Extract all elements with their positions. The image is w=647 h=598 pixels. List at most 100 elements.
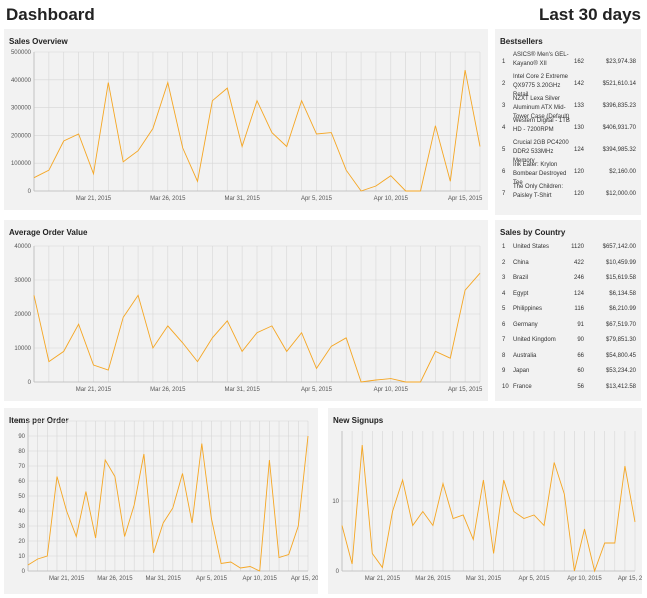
new-signups-panel: New Signups 0 10 Mar 21, 2015 Mar 26, 2015 M… [328, 408, 642, 594]
table-row[interactable]: 2 Intel Core 2 Extreme QX9775 3.20GHz Ret… [495, 73, 641, 98]
y-tick-label: 30 [18, 524, 25, 530]
quantity-cell: 142 [573, 80, 584, 87]
new-signups-chart: 0 10 Mar 21, 2015 Mar 26, 2015 Mar 31, 2015 A… [332, 431, 642, 582]
table-row[interactable]: 6 Germany 91 $67,519.70 [495, 322, 641, 338]
items-per-order-chart: 0 10 20 30 40 50 60 70 80 90 100 Mar 21, 2015 Mar 26… [15, 419, 318, 582]
product-name-cell: ASICS® Men's GEL-Kayano® XII [513, 52, 569, 67]
x-tick-label: Apr 5, 2015 [196, 576, 228, 582]
y-tick-label: 500000 [11, 50, 32, 56]
quantity-cell: 124 [573, 290, 584, 297]
y-tick-label: 100000 [11, 161, 32, 167]
amount-cell: $23,974.38 [605, 58, 636, 65]
table-row[interactable]: 5 Crucial 2GB PC4200 DDR2 533MHz Memory 12… [495, 139, 641, 164]
table-row[interactable]: 3 Brazil 246 $15,619.58 [495, 275, 641, 291]
quantity-cell: 422 [573, 259, 584, 266]
quantity-cell: 133 [573, 102, 584, 109]
items-per-order-panel: Items per Order 0 10 20 30 40 50 60 70 80 90 100 Ma… [4, 408, 318, 594]
amount-cell: $79,851.30 [605, 337, 636, 343]
x-tick-label: Apr 10, 2015 [374, 387, 409, 393]
table-row[interactable]: 4 Western Digital - 1TB HD - 7200RPM 130 $4… [495, 117, 641, 139]
rank-cell: 1 [502, 244, 506, 250]
x-tick-label: Mar 26, 2015 [150, 196, 186, 202]
y-tick-label: 0 [28, 189, 32, 195]
sales-overview-chart: 0 100000 200000 300000 400000 500000 Mar 21, 2… [11, 50, 483, 202]
page-title: Dashboard [6, 5, 95, 24]
x-tick-label: Apr 10, 2015 [243, 576, 278, 582]
y-tick-label: 90 [18, 434, 25, 440]
country-name-cell: Japan [513, 368, 530, 374]
x-tick-label: Mar 26, 2015 [415, 576, 451, 582]
quantity-cell: 120 [573, 190, 584, 197]
table-row[interactable]: 5 Philippines 116 $6,210.99 [495, 306, 641, 322]
table-row[interactable]: 6 Ink Eater: Krylon Bombear Destroyed Tee… [495, 161, 641, 186]
x-tick-label: Apr 5, 2015 [301, 387, 333, 393]
amount-cell: $2,160.00 [609, 168, 636, 175]
x-tick-label: Mar 31, 2015 [224, 196, 260, 202]
quantity-cell: 1120 [571, 244, 584, 250]
rank-cell: 3 [502, 275, 506, 281]
x-tick-label: Apr 10, 2015 [567, 576, 602, 582]
rank-cell: 10 [502, 383, 509, 390]
rank-cell: 4 [502, 124, 506, 131]
amount-cell: $396,835.23 [602, 102, 636, 109]
y-tick-label: 10000 [14, 346, 31, 352]
panel-title: Average Order Value [9, 228, 88, 237]
product-name-cell: NZXT Lexa Silver Aluminum ATX Mid-Tower … [513, 96, 570, 120]
bestsellers-panel: Bestsellers 1 ASICS® Men's GEL-Kayano® XI… [495, 29, 641, 215]
panel-title: Sales by Country [500, 228, 566, 237]
sales-by-country-panel: Sales by Country 1 United States 1120 $657,… [495, 220, 641, 401]
rank-cell: 6 [502, 168, 506, 175]
quantity-cell: 91 [577, 321, 584, 328]
quantity-cell: 162 [573, 58, 584, 65]
x-tick-label: Apr 15, 2015 [448, 387, 483, 393]
country-name-cell: Philippines [513, 306, 543, 312]
rank-cell: 7 [502, 190, 506, 197]
table-row[interactable]: 10 France 56 $13,412.58 [495, 384, 641, 400]
table-row[interactable]: 2 China 422 $10,459.99 [495, 260, 641, 276]
y-tick-label: 20000 [14, 312, 31, 318]
x-tick-label: Mar 21, 2015 [76, 387, 112, 393]
y-tick-label: 0 [28, 380, 32, 386]
amount-cell: $6,134.58 [609, 290, 636, 297]
y-tick-label: 20 [18, 539, 25, 545]
country-name-cell: Australia [513, 352, 537, 359]
table-row[interactable]: 4 Egypt 124 $6,134.58 [495, 291, 641, 307]
quantity-cell: 130 [573, 124, 584, 131]
rank-cell: 4 [502, 290, 506, 297]
amount-cell: $54,800.45 [605, 352, 636, 359]
table-row[interactable]: 1 United States 1120 $657,142.00 [495, 244, 641, 260]
country-name-cell: United States [513, 244, 550, 250]
amount-cell: $15,619.58 [605, 275, 636, 281]
table-row[interactable]: 7 United Kingdom 90 $79,851.30 [495, 337, 641, 353]
series-line [341, 444, 636, 573]
rank-cell: 9 [502, 368, 506, 374]
date-range-label[interactable]: Last 30 days [538, 5, 641, 24]
y-tick-label: 400000 [11, 78, 32, 84]
average-order-value-panel: Average Order Value 0 10000 20000 30000 4000… [4, 220, 488, 401]
x-tick-label: Apr 15, 2015 [291, 576, 318, 582]
quantity-cell: 116 [574, 306, 584, 312]
amount-cell: $657,142.00 [602, 244, 636, 250]
product-name-cell: Intel Core 2 Extreme QX9775 3.20GHz Reta… [513, 74, 569, 98]
x-tick-label: Mar 26, 2015 [150, 387, 186, 393]
amount-cell: $394,985.32 [602, 146, 636, 153]
amount-cell: $6,210.99 [609, 306, 636, 312]
average-order-value-chart: 0 10000 20000 30000 40000 Mar 21, 2015 Mar 26,… [14, 244, 483, 393]
table-row[interactable]: 7 The Only Children: Paisley T-Shirt 120 $1… [495, 183, 641, 205]
rank-cell: 1 [502, 58, 506, 65]
table-row[interactable]: 1 ASICS® Men's GEL-Kayano® XII 162 $23,974.… [495, 51, 641, 73]
table-row[interactable]: 8 Australia 66 $54,800.45 [495, 353, 641, 369]
product-name-cell: The Only Children: Paisley T-Shirt [513, 184, 564, 199]
amount-cell: $13,412.58 [605, 383, 636, 390]
table-row[interactable]: 9 Japan 60 $53,234.20 [495, 368, 641, 384]
y-tick-label: 50 [18, 494, 25, 500]
y-tick-label: 30000 [14, 278, 31, 284]
x-tick-label: Mar 21, 2015 [365, 576, 401, 582]
rank-cell: 5 [502, 146, 506, 153]
table-row[interactable]: 3 NZXT Lexa Silver Aluminum ATX Mid-Tower… [495, 95, 641, 120]
country-name-cell: Germany [513, 321, 538, 328]
y-tick-label: 70 [18, 464, 25, 470]
quantity-cell: 120 [573, 168, 584, 175]
rank-cell: 2 [502, 259, 506, 266]
x-tick-label: Apr 15, 2015 [618, 576, 642, 582]
